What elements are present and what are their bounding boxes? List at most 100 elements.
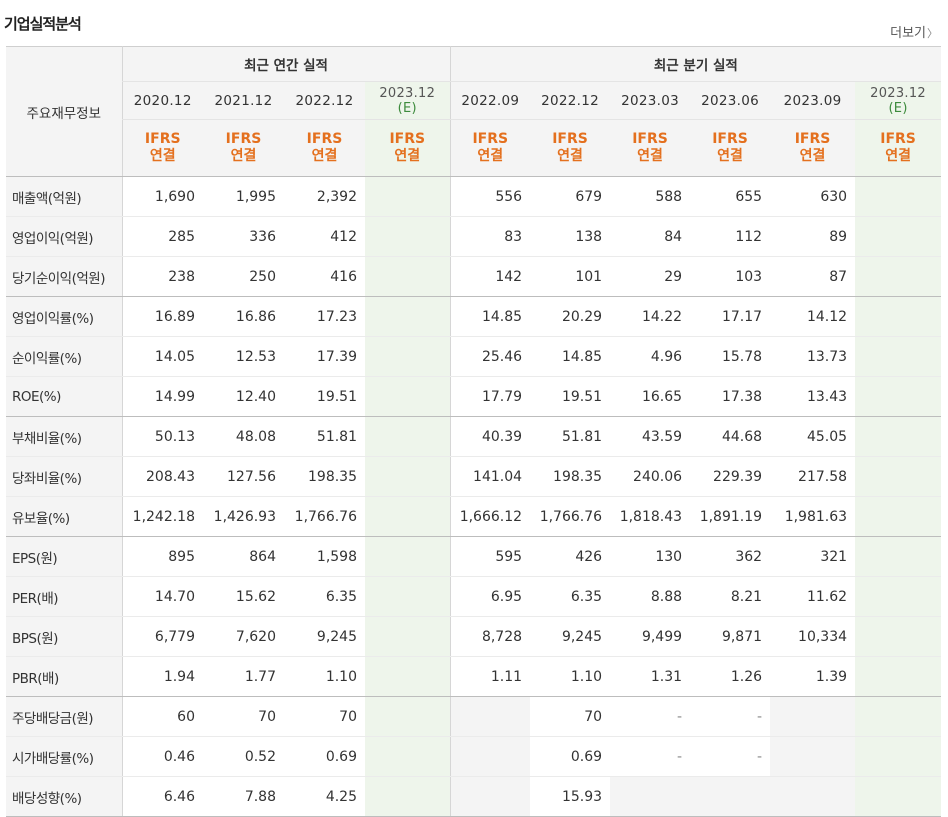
table-row: 시가배당률(%) 0.46 0.52 0.69 0.69- -: [6, 736, 942, 777]
row-label: EPS(원): [6, 536, 122, 577]
quarter-value-cell: [770, 696, 856, 737]
annual-value-cell: 50.13: [121, 416, 203, 457]
quarter-estimate-cell: [855, 656, 942, 697]
quarter-value-cell: 20.29: [530, 296, 611, 337]
quarter-value-cell: 84: [610, 216, 691, 257]
annual-estimate-cell: [365, 656, 451, 697]
annual-estimate-cell: [365, 616, 451, 657]
quarter-estimate-cell: [855, 536, 942, 577]
annual-value-cell: 2,392: [284, 176, 365, 217]
annual-value-cell: 416: [284, 256, 365, 297]
annual-value-cell: 208.43: [121, 456, 203, 497]
ifrs-label-line2: 연결: [717, 148, 743, 164]
annual-value-cell: 0.46: [121, 736, 203, 777]
quarter-value-cell: 1.10: [530, 656, 611, 697]
row-label: 매출액(억원): [6, 176, 122, 217]
period-header: 2021.12: [203, 81, 284, 120]
table-row: ROE(%) 14.99 12.40 19.51 17.79 19.51 16.65 17.3…: [6, 376, 942, 417]
quarter-value-cell: [449, 776, 531, 817]
annual-value-cell: 16.86: [203, 296, 284, 337]
quarter-value-cell: 9,245: [530, 616, 611, 657]
ifrs-consolidated-label: IFRS 연결: [121, 119, 203, 177]
quarter-estimate-cell: [855, 216, 942, 257]
table-row: 당기순이익(억원) 238 250 416 142 101 29 103 87: [6, 256, 942, 297]
annual-value-cell: 7,620: [203, 616, 284, 657]
quarter-value-cell: 588: [610, 176, 691, 217]
quarter-value-cell: 44.68: [690, 416, 771, 457]
row-label: 유보율(%): [6, 496, 122, 537]
quarter-value-cell: 1.11: [449, 656, 531, 697]
annual-value-cell: 412: [284, 216, 365, 257]
annual-value-cell: 70: [284, 696, 365, 737]
ifrs-consolidated-label: IFRS 연결: [530, 119, 611, 177]
ifrs-label-line1: IFRS: [472, 131, 509, 147]
annual-value-cell: 1,242.18: [121, 496, 203, 537]
ifrs-consolidated-label: IFRS 연결: [365, 119, 451, 177]
quarter-estimate-cell: [855, 456, 942, 497]
ifrs-label-line2: 연결: [637, 148, 663, 164]
ifrs-consolidated-label: IFRS 연결: [203, 119, 284, 177]
quarter-value-cell: 6.35: [530, 576, 611, 617]
period-label: 2023.09: [783, 92, 842, 109]
quarter-value-cell: 426: [530, 536, 611, 577]
quarter-value-cell: [449, 736, 531, 777]
ifrs-consolidated-label: IFRS 연결: [284, 119, 365, 177]
table-row: 당좌비율(%) 208.43 127.56 198.35 141.04 198.35 240…: [6, 456, 942, 497]
quarter-value-cell: 229.39: [690, 456, 771, 497]
annual-estimate-cell: [365, 256, 451, 297]
quarter-value-cell: -: [690, 696, 771, 737]
table-row: BPS(원) 6,779 7,620 9,245 8,728 9,245 9,499 9,87…: [6, 616, 942, 657]
row-label: 당기순이익(억원): [6, 256, 122, 297]
quarter-value-cell: [770, 736, 856, 777]
annual-estimate-cell: [365, 376, 451, 417]
quarter-value-cell: [690, 776, 771, 817]
more-link[interactable]: 더보기〉: [890, 22, 938, 41]
annual-value-cell: 285: [121, 216, 203, 257]
quarter-value-cell: 679: [530, 176, 611, 217]
quarter-value-cell: 17.79: [449, 376, 531, 417]
ifrs-label-line1: IFRS: [712, 131, 748, 147]
quarter-value-cell: 655: [690, 176, 771, 217]
ifrs-label-line2: 연결: [149, 148, 176, 164]
annual-value-cell: 1,690: [121, 176, 203, 217]
quarter-value-cell: 45.05: [770, 416, 856, 457]
annual-value-cell: 127.56: [203, 456, 284, 497]
quarter-value-cell: 4.96: [610, 336, 691, 377]
quarter-estimate-cell: [855, 376, 942, 417]
quarter-value-cell: 142: [449, 256, 531, 297]
table-row: 유보율(%) 1,242.18 1,426.93 1,766.76 1,666.12 1,…: [6, 496, 942, 537]
quarter-value-cell: 141.04: [449, 456, 531, 497]
annual-value-cell: 15.62: [203, 576, 284, 617]
row-label: BPS(원): [6, 616, 122, 657]
annual-value-cell: 1.94: [121, 656, 203, 697]
quarter-estimate-cell: [855, 496, 942, 537]
ifrs-label-line1: IFRS: [794, 131, 831, 147]
ifrs-consolidated-label: IFRS 연결: [610, 119, 691, 177]
row-label: 부채비율(%): [6, 416, 122, 457]
quarter-value-cell: 1,981.63: [770, 496, 856, 537]
quarter-value-cell: 103: [690, 256, 771, 297]
quarter-value-cell: 19.51: [530, 376, 611, 417]
table-row: 순이익률(%) 14.05 12.53 17.39 25.46 14.85 4.96 15.7…: [6, 336, 942, 377]
quarter-value-cell: 1.31: [610, 656, 691, 697]
quarter-value-cell: 1,891.19: [690, 496, 771, 537]
ifrs-label-line2: 연결: [799, 148, 826, 164]
annual-estimate-cell: [365, 296, 451, 337]
quarter-value-cell: 240.06: [610, 456, 691, 497]
quarter-value-cell: -: [610, 696, 691, 737]
ifrs-label-line1: IFRS: [225, 131, 262, 147]
row-header-label: 주요재무정보: [6, 46, 122, 177]
annual-value-cell: 1,995: [203, 176, 284, 217]
ifrs-consolidated-label: IFRS 연결: [690, 119, 771, 177]
annual-value-cell: 864: [203, 536, 284, 577]
period-label: 2021.12: [214, 92, 273, 109]
quarter-value-cell: 15.78: [690, 336, 771, 377]
ifrs-label-line1: IFRS: [880, 131, 916, 147]
period-header: 2022.12: [530, 81, 611, 120]
ifrs-label-line1: IFRS: [632, 131, 668, 147]
quarter-value-cell: 89: [770, 216, 856, 257]
annual-estimate-cell: [365, 416, 451, 457]
quarter-value-cell: 1,818.43: [610, 496, 691, 537]
annual-value-cell: 14.99: [121, 376, 203, 417]
quarter-value-cell: 630: [770, 176, 856, 217]
